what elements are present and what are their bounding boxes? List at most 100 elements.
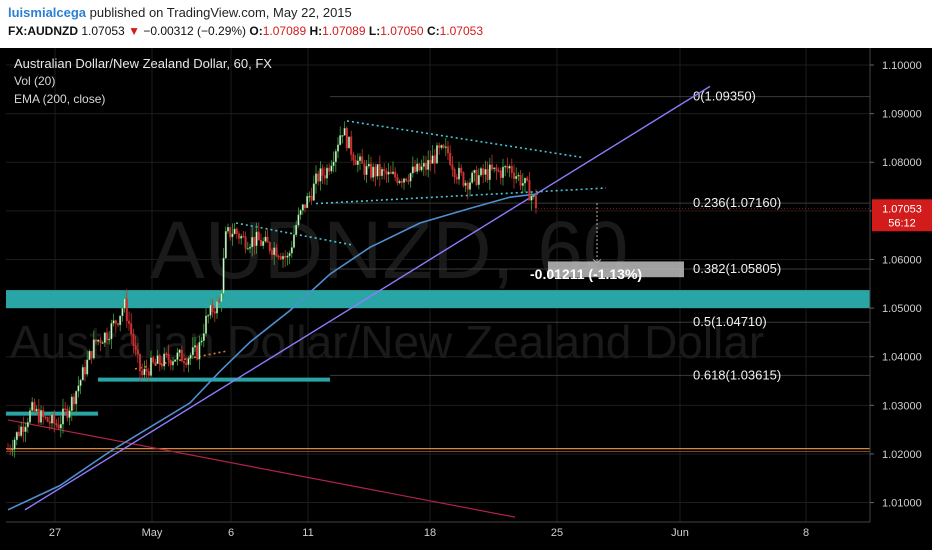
candle-body [317,173,320,182]
candle-body [464,182,467,186]
candles [6,121,538,458]
candle-body [367,163,370,167]
candle-body [513,172,516,179]
candle-body [165,353,168,355]
candle-body [482,168,485,175]
candle-body [72,396,75,405]
low-value: 1.07050 [380,24,424,38]
candle-body [158,355,161,365]
candle-body [275,247,278,257]
candle-body [92,339,95,359]
candle-body [385,170,388,175]
candle-body [466,182,469,190]
candle-body [376,164,379,177]
symbol-label[interactable]: FX:AUDNZD [8,24,78,38]
candle-body [502,166,505,178]
candle-body [226,227,229,232]
author-link[interactable]: luismialcega [8,5,87,20]
legend-title: Australian Dollar/New Zealand Dollar, 60… [14,56,272,71]
support-zone-mid [98,377,330,382]
candle-body [499,170,502,178]
candle-body [444,146,447,148]
candle-body [431,155,434,164]
candle-body [79,379,82,386]
candle-body [484,169,487,175]
candle-body [288,253,291,257]
candle-body [200,340,203,343]
ema-200-line [7,193,539,511]
candle-body [521,182,524,186]
candle-body [163,353,166,367]
candle-body [308,196,311,198]
candle-body [354,160,357,166]
candle-body [147,371,150,376]
time-tick-label: 8 [803,527,809,539]
price-tick-label: 1.03000 [882,400,922,412]
candle-body [279,256,282,260]
candle-body [46,417,49,422]
descending-trendline [7,419,516,518]
candle-body [519,175,522,186]
low-label: L: [368,24,381,38]
candle-body [473,170,476,174]
candle-body [180,349,183,362]
candle-body [273,247,276,256]
candle-body [451,164,454,170]
candle-body [277,255,280,258]
candle-body [297,214,300,226]
candle-body [271,250,274,256]
candle-body [381,168,384,177]
legend-ema: EMA (200, close) [14,92,106,106]
candle-body [486,169,489,180]
candle-body [268,242,271,251]
candle-body [455,176,458,180]
legend-volume: Vol (20) [14,74,56,88]
watermark-name: Australian Dollar/New Zealand Dollar [10,316,764,368]
candle-body [365,166,368,175]
candle-body [31,401,34,411]
candle-body [532,195,535,197]
candle-body [59,423,62,429]
candle-body [400,181,403,183]
candle-body [6,448,9,451]
candle-body [389,171,392,174]
candle-body [508,165,511,169]
candle-body [9,449,12,451]
candle-body [506,165,509,169]
candle-body [167,353,170,361]
candle-body [130,323,133,335]
chart-header: luismialcega published on TradingView.co… [0,0,932,48]
candle-body [515,176,518,179]
candle-body [136,349,139,355]
candle-body [414,166,417,172]
candle-body [299,210,302,216]
candle-body [425,162,428,170]
candle-body [29,410,32,423]
time-tick-label: 11 [302,527,313,539]
fib-label: 0.382(1.05805) [693,261,781,276]
candle-body [392,171,395,174]
candle-body [495,167,498,171]
candle-body [77,385,80,392]
candle-body [224,231,227,259]
time-tick-label: Jun [671,527,689,539]
candle-body [339,135,342,145]
candle-body [504,165,507,168]
candle-body [321,168,324,176]
candle-body [48,421,51,424]
candle-body [323,175,326,179]
time-tick-label: 18 [424,527,436,539]
candle-body [235,228,238,234]
candle-body [306,196,309,209]
candle-body [62,408,65,425]
candle-body [248,246,251,249]
candle-body [488,164,491,180]
candle-body [22,426,25,432]
candle-body [387,171,390,175]
candle-body [97,339,100,342]
candle-body [343,128,346,136]
candle-body [442,145,445,148]
candle-body [64,408,67,410]
resistance-zone [6,290,870,309]
